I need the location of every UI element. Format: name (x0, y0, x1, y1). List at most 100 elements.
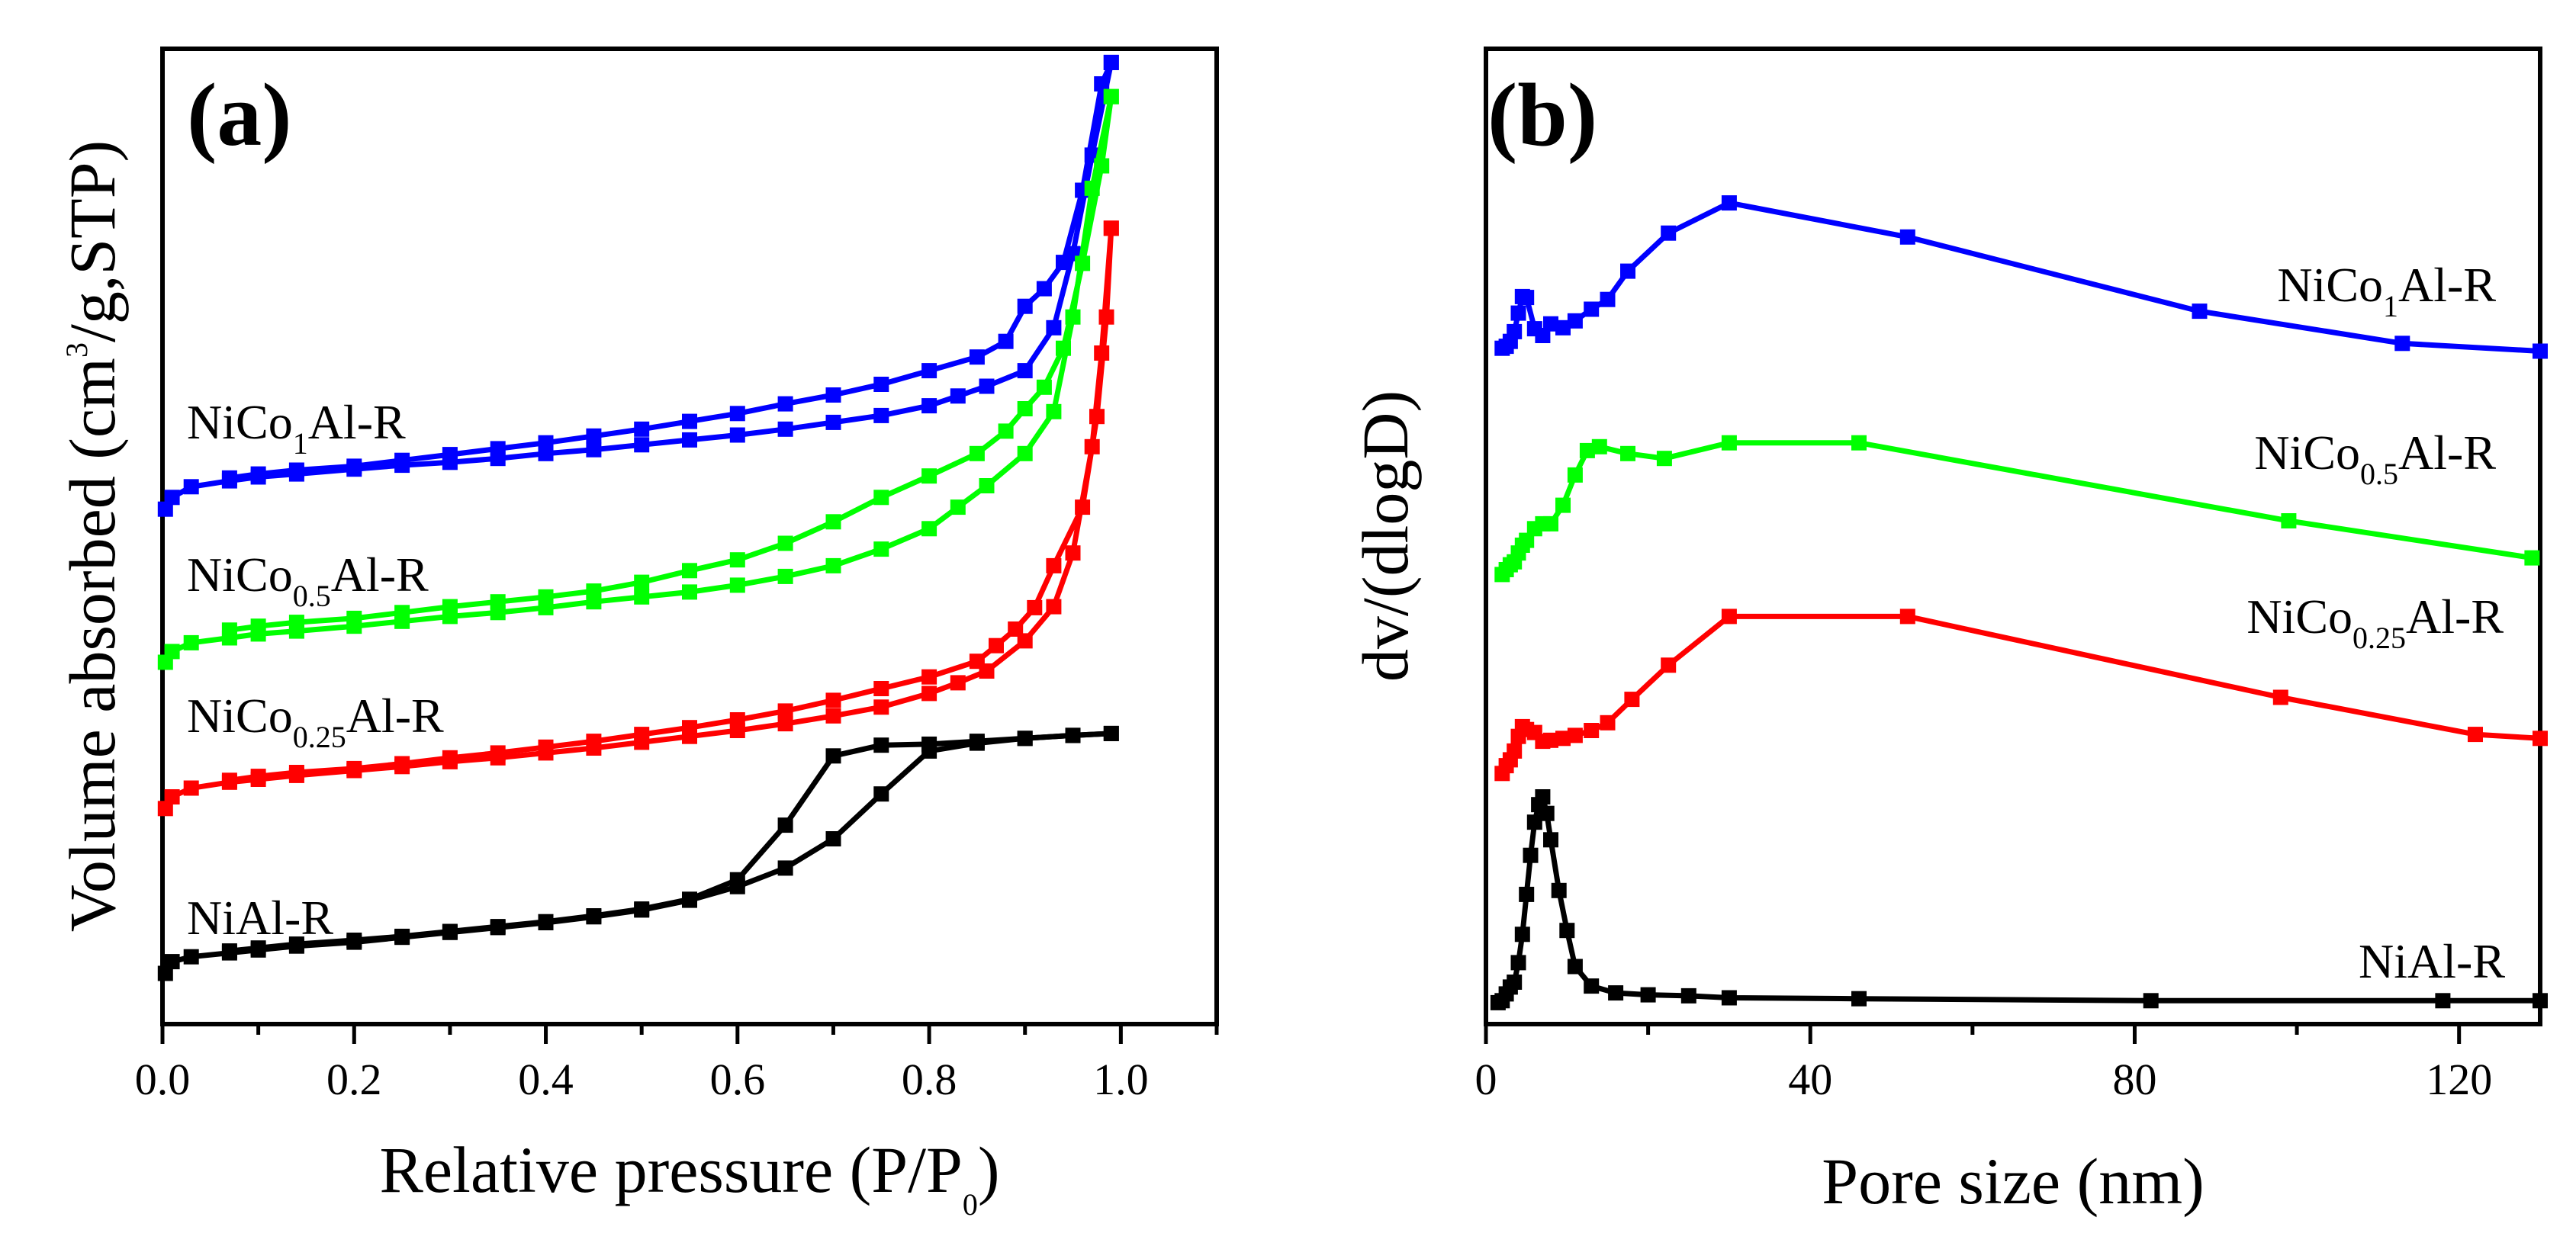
panel-b-nico0-25al-r-curve-point (1584, 723, 1600, 738)
panel-b-pore-size: 0 40 80 120 NiCo1Al-R NiCo0.5Al-R NiCo0.25Al-… (1349, 47, 2548, 1218)
panel-a-nico0-25al-r-desorption-point (729, 712, 745, 727)
panel-a-nico0-25al-r-adsorption-point (777, 716, 793, 732)
panel-a-x-tick-label: 0.0 (135, 1055, 191, 1104)
panel-b-nico0-5al-r-curve-point (1721, 435, 1737, 451)
panel-a-nico1al-r-desorption-point (538, 435, 554, 451)
panel-a-nico0-25al-r-desorption-point (1075, 499, 1091, 515)
panel-a-nico0-5al-r-desorption-point (1017, 401, 1033, 416)
panel-b-nial-r-curve-point (2143, 993, 2159, 1009)
panel-a-nico0-25al-r-desorption-point (1027, 599, 1043, 615)
panel-b-nico0-5al-r-curve-point (1591, 438, 1607, 454)
panel-b-nico1al-r-curve-point (1535, 328, 1551, 343)
panel-a-nico0-25al-r-desorption-point (777, 703, 793, 719)
panel-a-nial-r-desorption-point (634, 901, 650, 917)
panel-b-nico1al-r-curve-point (1543, 316, 1558, 332)
panel-a-nico0-25al-r-desorption-point (1008, 621, 1024, 637)
panel-b-nial-r-curve-point (1640, 987, 1656, 1003)
panel-a-nico1al-r-desorption-point (729, 406, 745, 422)
panel-a-label-nial-r: NiAl-R (187, 891, 333, 945)
panel-b-nico0-25al-r-curve-point (1600, 715, 1616, 731)
panel-a-nico1al-r-adsorption-point (921, 398, 937, 414)
panel-a-nico1al-r-desorption-point (1094, 76, 1110, 92)
panel-b-nial-r-curve-point (1567, 959, 1583, 975)
panel-a-nico0-5al-r-desorption-point (346, 610, 362, 626)
panel-a-nial-r-desorption-point (825, 748, 841, 764)
panel-b-nico1al-r-curve-line (1500, 200, 2541, 354)
panel-a-nico1al-r-desorption-point (586, 428, 602, 444)
panel-b-nico0-5al-r-curve-point (1579, 442, 1595, 458)
panel-a-nico1al-r-desorption-point (1103, 54, 1119, 70)
panel-a-nico0-5al-r-desorption-point (221, 622, 237, 638)
panel-a-series-nico0-25al-r (157, 220, 1119, 817)
panel-a-nico0-25al-r-desorption-point (682, 720, 697, 736)
panel-a-nico0-5al-r-desorption-point (682, 563, 697, 579)
panel-a-nico1al-r-adsorption-point (873, 407, 889, 423)
panel-a-nico1al-r-desorption-point (346, 458, 362, 474)
panel-b-y-axis-title: dv/(dlogD) (1349, 390, 1422, 682)
panel-b-nial-r-curve-point (1519, 886, 1535, 902)
panel-a-isotherms: 0.0 0.2 0.4 0.6 0.8 1.0 NiCo1Al-RNiCo0.5Al-RN… (56, 47, 1219, 1222)
panel-a-nico0-25al-r-desorption-point (442, 750, 458, 766)
panel-b-x-tick-label: 80 (2112, 1055, 2156, 1104)
panel-b-nico0-5al-r-curve-point (2524, 550, 2540, 566)
panel-a-nial-r-desorption-line (229, 731, 1111, 954)
panel-a-y-axis-title: Volume absorbed (cm3/g,STP) (56, 140, 129, 932)
panel-a-nico0-25al-r-desorption-point (538, 739, 554, 755)
panel-b-letter: (b) (1487, 65, 1597, 165)
panel-a-nico1al-r-desorption-point (490, 441, 506, 457)
panel-b-nico0-25al-r-curve-point (2533, 731, 2548, 747)
panel-a-nico0-25al-r-desorption-point (586, 734, 602, 750)
panel-a-nial-r-desorption-point (221, 943, 237, 959)
panel-a-x-ticks: 0.0 0.2 0.4 0.6 0.8 1.0 (135, 1024, 1219, 1104)
panel-b-nico1al-r-curve-point (1507, 323, 1523, 339)
panel-a-nial-r-adsorption-point (164, 954, 180, 970)
panel-a-nico1al-r-adsorption-point (1046, 320, 1062, 336)
panel-a-nico0-5al-r-desorption-point (490, 594, 506, 610)
panel-a-nico1al-r-desorption-point (969, 349, 985, 365)
panel-b-series-group (1490, 195, 2548, 1010)
panel-b-nico0-25al-r-curve-point (1661, 657, 1677, 673)
panel-b-nico0-25al-r-curve-point (1624, 692, 1640, 708)
panel-b-nico1al-r-curve-point (1555, 320, 1571, 336)
panel-b-nico1al-r-curve-point (1661, 225, 1677, 241)
panel-b-nial-r-curve-point (1523, 847, 1539, 863)
panel-b-nico0-25al-r-curve-point (1567, 727, 1583, 743)
panel-a-nico0-25al-r-desorption-point (873, 681, 889, 696)
panel-a-nico0-25al-r-desorption-point (921, 669, 937, 685)
panel-b-x-ticks: 0 40 80 120 (1475, 1024, 2492, 1104)
panel-a-nico1al-r-desorption-point (777, 396, 793, 412)
panel-a-nico0-25al-r-adsorption-point (873, 699, 889, 715)
panel-a-x-tick-label: 0.6 (710, 1055, 766, 1104)
panel-a-nico1al-r-adsorption-point (164, 490, 180, 506)
panel-b-nico1al-r-curve-point (1584, 301, 1600, 317)
panel-a-nico0-25al-r-adsorption-point (183, 780, 199, 796)
panel-a-x-tick-label: 0.2 (326, 1055, 382, 1104)
panel-a-nico0-25al-r-desorption-point (969, 654, 985, 670)
panel-a-nico0-5al-r-desorption-point (634, 574, 650, 590)
panel-b-nial-r-curve-point (1507, 975, 1523, 990)
panel-b-nico0-25al-r-curve-point (1555, 731, 1571, 747)
panel-a-nico0-5al-r-desorption-point (998, 423, 1014, 439)
panel-b-nico0-25al-r-curve-point (2468, 727, 2483, 743)
panel-b-nial-r-curve-point (1680, 987, 1696, 1004)
panel-a-label-nico1al-r: NiCo1Al-R (187, 395, 406, 461)
panel-a-nico0-5al-r-desorption-point (921, 468, 937, 484)
panel-a-nico1al-r-desorption-point (394, 452, 410, 468)
panel-b-nial-r-curve-point (2435, 993, 2451, 1009)
panel-b-legend-labels: NiCo1Al-R NiCo0.5Al-R NiCo0.25Al-R NiAl-R (2246, 258, 2505, 988)
panel-a-nico0-5al-r-adsorption-point (634, 589, 650, 605)
panel-a-nico0-5al-r-desorption-point (538, 589, 554, 605)
panel-a-nico0-5al-r-desorption-point (250, 618, 266, 634)
panel-a-nico0-5al-r-adsorption-point (729, 577, 745, 593)
panel-a-nico0-25al-r-adsorption-point (164, 789, 180, 804)
panel-b-label-nico0-25al-r: NiCo0.25Al-R (2246, 589, 2504, 655)
panel-a-nial-r-desorption-point (1103, 725, 1119, 741)
panel-a-nico0-25al-r-adsorption-point (950, 675, 966, 691)
panel-a-nico0-25al-r-desorption-point (288, 765, 304, 780)
panel-a-nico0-25al-r-adsorption-point (1046, 599, 1062, 615)
panel-b-nico0-5al-r-curve-point (1543, 515, 1558, 531)
panel-a-nico0-25al-r-desorption-point (250, 769, 266, 785)
panel-b-nial-r-curve-point (1526, 814, 1542, 830)
panel-a-nico1al-r-desorption-point (221, 470, 237, 486)
